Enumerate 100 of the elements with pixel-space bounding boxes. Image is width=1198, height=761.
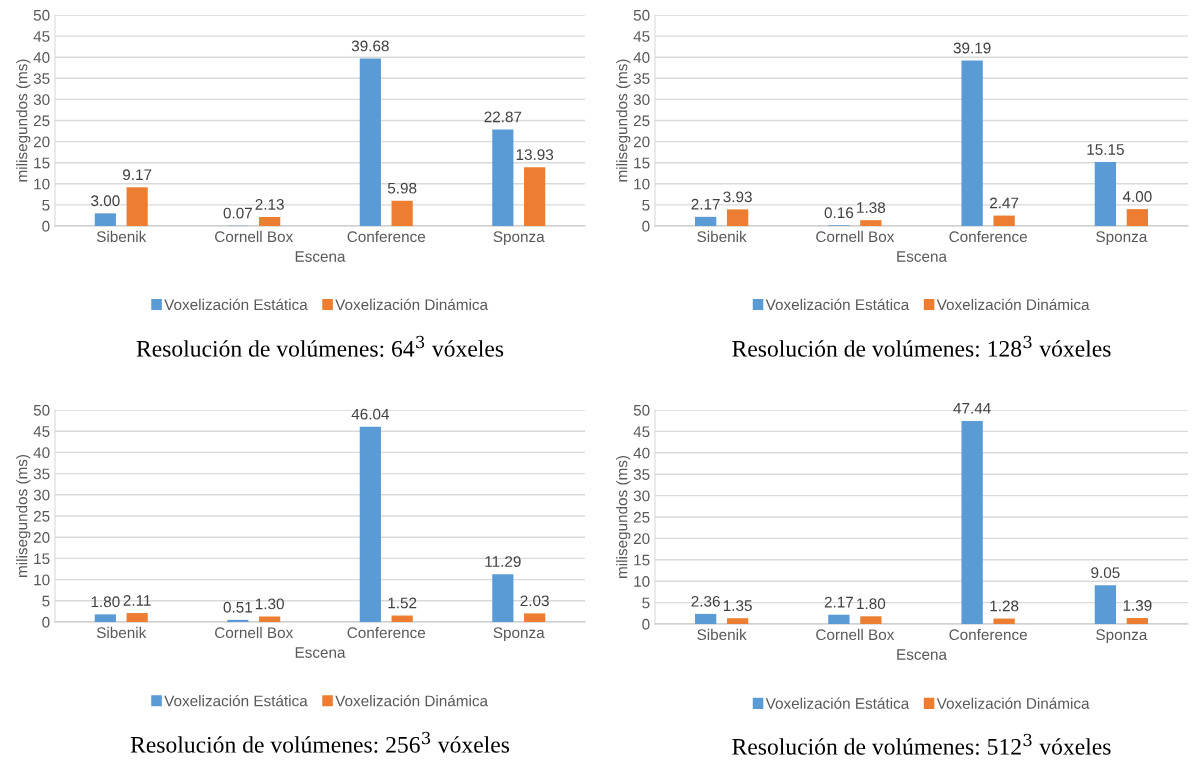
x-tick-label: Sponza (1096, 231, 1148, 246)
data-label: 1.80 (91, 596, 120, 608)
data-label: 2.36 (691, 595, 720, 607)
x-tick-label: Cornell Box (816, 628, 895, 641)
y-axis-title: milisegundos (ms) (616, 455, 631, 578)
y-tick-label: 0 (42, 220, 50, 232)
bar (726, 618, 749, 624)
data-label: 5.98 (387, 182, 417, 194)
bar (694, 613, 717, 624)
y-tick-label: 40 (633, 447, 650, 459)
bar (359, 58, 381, 226)
data-label: 2.13 (255, 199, 284, 210)
bar (391, 615, 413, 622)
data-label: 47.44 (953, 403, 991, 414)
y-tick-label: 5 (642, 597, 650, 609)
y-tick-label: 25 (33, 115, 50, 127)
x-tick-label: Conference (347, 626, 426, 639)
y-tick-label: 30 (633, 490, 650, 502)
y-axis-title: milisegundos (ms) (616, 59, 631, 182)
y-tick-label: 0 (642, 220, 650, 232)
x-axis-title: Escena (897, 251, 947, 262)
y-tick-label: 10 (634, 576, 650, 587)
bar (94, 614, 116, 622)
y-tick-label: 45 (33, 426, 50, 437)
y-tick-label: 30 (33, 94, 50, 106)
y-tick-label: 30 (33, 489, 50, 501)
data-label: 2.03 (520, 595, 549, 607)
data-label: 4.00 (1122, 191, 1152, 202)
y-tick-label: 5 (42, 595, 50, 607)
bar (259, 616, 281, 622)
data-label: 1.30 (255, 598, 284, 610)
data-label: 2.47 (990, 197, 1019, 209)
y-tick-label: 10 (34, 574, 50, 586)
bar (1094, 585, 1117, 624)
y-tick-label: 35 (633, 73, 650, 84)
text: Resolución de volúmenes: 64$^{3}$ vóxeles (136, 335, 504, 357)
y-tick-label: 35 (33, 73, 50, 84)
y-tick-label: 45 (33, 31, 50, 42)
y-tick-label: 50 (633, 9, 650, 21)
bar (961, 60, 983, 226)
data-label: 11.29 (485, 556, 521, 567)
y-tick-label: 15 (34, 553, 50, 565)
legend-label: Voxelización Dinámica (335, 694, 489, 707)
bar (961, 420, 983, 624)
bar (524, 167, 546, 226)
data-label: 46.04 (351, 408, 390, 420)
y-tick-label: 5 (42, 199, 50, 211)
bar (694, 216, 717, 226)
data-label: 9.05 (1091, 567, 1120, 579)
data-label: 22.87 (484, 111, 522, 123)
data-label: 3.00 (91, 195, 120, 207)
data-label: 9.17 (123, 169, 152, 181)
bar (1094, 162, 1117, 226)
y-tick-label: 0 (42, 616, 50, 628)
x-tick-label: Conference (347, 230, 426, 243)
x-tick-label: Cornell Box (816, 230, 895, 243)
data-label: 0.16 (824, 207, 854, 219)
bar (860, 616, 882, 624)
data-label: 1.52 (388, 597, 417, 609)
y-axis-title: milisegundos (ms) (16, 59, 31, 182)
bar (94, 213, 116, 226)
y-axis-title: milisegundos (ms) (16, 454, 31, 577)
legend-label: Voxelización Estática (164, 298, 308, 311)
x-tick-label: Sponza (493, 627, 545, 642)
legend-label: Voxelización Estática (765, 298, 910, 311)
x-axis-title: Escena (295, 251, 346, 262)
y-tick-label: 5 (642, 199, 650, 211)
y-tick-label: 20 (633, 533, 650, 545)
x-tick-label: Cornell Box (215, 230, 294, 243)
data-label: 39.19 (953, 42, 991, 54)
y-tick-label: 35 (33, 468, 50, 480)
bar (828, 614, 850, 624)
text: Resolución de volúmenes: 256$^{3}$ vóxeles (130, 731, 510, 753)
bar (359, 426, 381, 622)
x-tick-label: Conference (949, 230, 1027, 243)
y-tick-label: 25 (633, 115, 650, 127)
data-label: 1.35 (723, 600, 752, 612)
y-tick-label: 50 (33, 9, 50, 21)
data-label: 0.51 (223, 601, 252, 613)
bar (860, 220, 882, 226)
y-tick-label: 35 (633, 469, 650, 480)
x-tick-label: Sibenik (96, 626, 147, 639)
text: Resolución de volúmenes: 128$^{3}$ vóxeles (732, 335, 1111, 357)
data-label: 2.17 (824, 596, 853, 608)
y-tick-label: 20 (33, 136, 50, 148)
legend-label: Voxelización Dinámica (936, 298, 1090, 311)
bar (726, 209, 749, 226)
text: Resolución de volúmenes: 512$^{3}$ vóxeles (732, 733, 1111, 755)
y-tick-label: 40 (633, 52, 650, 63)
y-tick-label: 50 (633, 404, 650, 416)
data-label: 15.15 (1087, 144, 1124, 155)
bar (1126, 209, 1149, 226)
y-tick-label: 50 (33, 404, 50, 416)
y-tick-label: 25 (633, 511, 650, 523)
x-tick-label: Cornell Box (215, 626, 294, 639)
x-tick-label: Sponza (1096, 629, 1148, 644)
bar (126, 613, 148, 622)
y-tick-label: 15 (634, 157, 650, 169)
x-axis-title: Escena (295, 647, 346, 658)
bar (993, 618, 1015, 624)
